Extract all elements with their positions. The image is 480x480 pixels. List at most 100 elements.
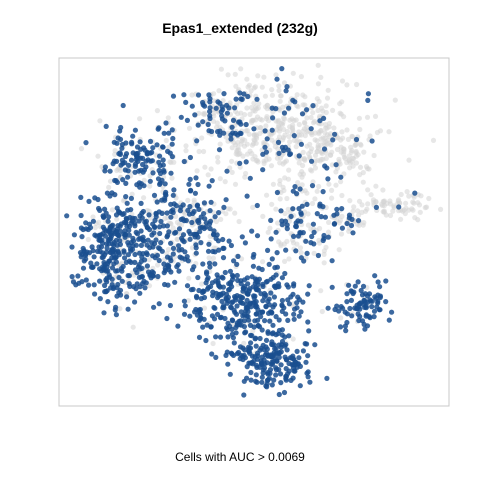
- high-auc-point: [158, 218, 164, 225]
- high-auc-point: [168, 269, 174, 275]
- high-auc-point: [200, 119, 206, 125]
- low-auc-point: [361, 220, 367, 226]
- high-auc-point: [128, 248, 134, 254]
- high-auc-point: [64, 213, 70, 219]
- high-auc-point: [221, 91, 227, 97]
- high-auc-point: [337, 324, 344, 330]
- high-auc-point: [220, 255, 227, 261]
- high-auc-point: [195, 218, 201, 224]
- high-auc-point: [102, 289, 108, 295]
- high-auc-point: [309, 158, 315, 164]
- low-auc-point: [339, 129, 345, 135]
- high-auc-point: [237, 160, 243, 166]
- high-auc-point: [92, 232, 98, 238]
- high-auc-point: [284, 282, 290, 288]
- low-auc-point: [169, 175, 175, 181]
- high-auc-point: [189, 103, 195, 109]
- high-auc-point: [283, 247, 289, 253]
- low-auc-point: [316, 183, 322, 190]
- high-auc-point: [224, 102, 230, 108]
- high-auc-point: [233, 330, 239, 336]
- low-auc-point: [97, 118, 103, 124]
- high-auc-point: [224, 349, 230, 355]
- low-auc-point: [345, 136, 351, 142]
- high-auc-point: [362, 304, 368, 310]
- high-auc-point: [244, 297, 250, 303]
- high-auc-point: [163, 120, 169, 126]
- high-auc-point: [207, 264, 213, 270]
- high-auc-point: [213, 334, 219, 340]
- high-auc-point: [197, 225, 203, 231]
- low-auc-point: [114, 167, 120, 174]
- low-auc-point: [246, 131, 252, 137]
- high-auc-point: [290, 188, 296, 194]
- high-auc-point: [289, 355, 295, 361]
- low-auc-point: [196, 148, 202, 155]
- high-auc-point: [396, 204, 402, 210]
- low-auc-point: [190, 215, 196, 221]
- high-auc-point: [186, 211, 193, 217]
- high-auc-point: [194, 138, 200, 144]
- high-auc-point: [257, 335, 263, 342]
- high-auc-point: [140, 234, 146, 240]
- high-auc-point: [251, 295, 257, 301]
- high-auc-point: [137, 184, 143, 190]
- high-auc-point: [291, 311, 297, 317]
- high-auc-point: [356, 317, 362, 324]
- low-auc-point: [298, 74, 304, 80]
- low-auc-point: [215, 154, 221, 160]
- high-auc-point: [237, 90, 243, 96]
- high-auc-point: [91, 254, 97, 260]
- low-auc-point: [165, 115, 171, 121]
- high-auc-point: [150, 145, 156, 151]
- high-auc-point: [183, 99, 189, 105]
- low-auc-point: [201, 305, 208, 311]
- high-auc-point: [209, 128, 215, 135]
- high-auc-point: [223, 296, 229, 302]
- high-auc-point: [295, 218, 301, 224]
- high-auc-point: [371, 308, 378, 314]
- high-auc-point: [144, 151, 150, 157]
- high-auc-point: [107, 168, 113, 174]
- low-auc-point: [300, 92, 306, 98]
- high-auc-point: [276, 391, 282, 398]
- high-auc-point: [243, 302, 249, 308]
- high-auc-point: [283, 88, 289, 94]
- high-auc-point: [314, 211, 320, 217]
- high-auc-point: [85, 226, 91, 233]
- low-auc-point: [211, 91, 217, 97]
- low-auc-point: [254, 114, 261, 120]
- high-auc-point: [344, 220, 350, 227]
- low-auc-point: [232, 181, 239, 187]
- high-auc-point: [209, 178, 215, 184]
- low-auc-point: [296, 160, 302, 166]
- high-auc-point: [266, 375, 272, 381]
- high-auc-point: [181, 158, 187, 165]
- high-auc-point: [365, 97, 371, 103]
- high-auc-point: [276, 317, 282, 323]
- high-auc-point: [97, 278, 103, 284]
- low-auc-point: [276, 239, 282, 245]
- high-auc-point: [363, 313, 369, 319]
- high-auc-point: [206, 183, 212, 189]
- high-auc-point: [187, 176, 193, 182]
- high-auc-point: [141, 278, 147, 284]
- low-auc-point: [218, 216, 224, 222]
- high-auc-point: [227, 371, 233, 377]
- high-auc-point: [259, 354, 265, 360]
- high-auc-point: [141, 145, 147, 151]
- high-auc-point: [209, 280, 215, 286]
- low-auc-point: [398, 216, 404, 222]
- high-auc-point: [279, 66, 285, 72]
- high-auc-point: [147, 272, 153, 278]
- high-auc-point: [188, 188, 194, 194]
- low-auc-point: [253, 132, 259, 138]
- high-auc-point: [290, 375, 296, 381]
- high-auc-point: [274, 358, 280, 364]
- high-auc-point: [304, 201, 310, 207]
- high-auc-point: [145, 157, 151, 163]
- high-auc-point: [259, 374, 265, 380]
- high-auc-point: [225, 320, 231, 326]
- high-auc-point: [73, 282, 79, 288]
- high-auc-point: [309, 233, 315, 240]
